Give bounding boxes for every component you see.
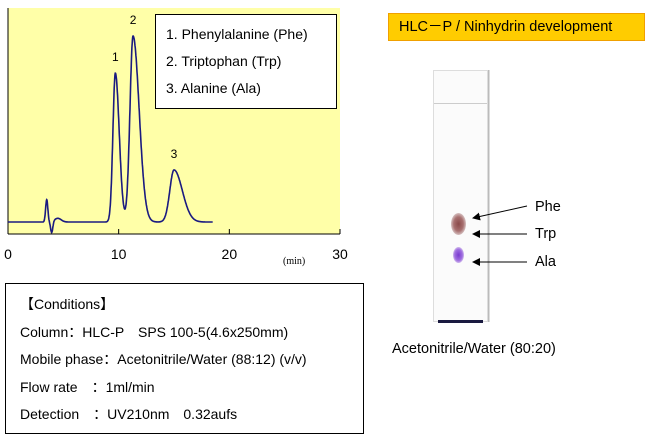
solvent-front <box>434 103 487 104</box>
spot-phe-trp <box>451 213 466 235</box>
chromatogram-trace <box>8 34 213 234</box>
label-phe: Phe <box>535 199 561 215</box>
peak-label: 1 <box>112 50 119 64</box>
x-axis-unit: (min) <box>283 256 306 267</box>
tlc-plate <box>433 70 488 323</box>
label-trp: Trp <box>535 226 557 242</box>
spot-ala <box>453 247 464 263</box>
legend-item-phe: 1. Phenylalanine (Phe) <box>166 26 308 42</box>
legend-item-trp: 2. Triptophan (Trp) <box>166 53 282 69</box>
chart-legend: 1. Phenylalanine (Phe) 2. Triptophan (Tr… <box>155 14 337 109</box>
conditions-box: 【Conditions】 Column：HLC-P SPS 100-5(4.6x… <box>5 283 364 434</box>
x-tick-label: 10 <box>110 246 127 262</box>
x-tick-label: 0 <box>4 246 12 262</box>
peak-label: 2 <box>130 13 137 27</box>
condition-detection: Detection ：UV210nm 0.32aufs <box>20 406 238 422</box>
condition-mobile-phase: Mobile phase：Acetonitrile/Water (88:12) … <box>20 351 307 367</box>
condition-column: Column：HLC-P SPS 100-5(4.6x250mm) <box>20 323 289 340</box>
tlc-header: HLC－P / Ninhydrin development <box>388 13 645 41</box>
conditions-title: 【Conditions】 <box>20 296 115 312</box>
label-ala: Ala <box>535 254 556 270</box>
tlc-caption: Acetonitrile/Water (80:20) <box>392 341 556 357</box>
arrow-phe <box>472 205 528 221</box>
plate-bottom-edge <box>438 320 483 323</box>
condition-flow-rate: Flow rate ：1ml/min <box>20 378 155 395</box>
peak-label: 3 <box>171 147 178 161</box>
x-tick-label: 30 <box>332 246 348 262</box>
x-tick-label: 20 <box>221 246 238 262</box>
legend-item-ala: 3. Alanine (Ala) <box>166 80 261 96</box>
